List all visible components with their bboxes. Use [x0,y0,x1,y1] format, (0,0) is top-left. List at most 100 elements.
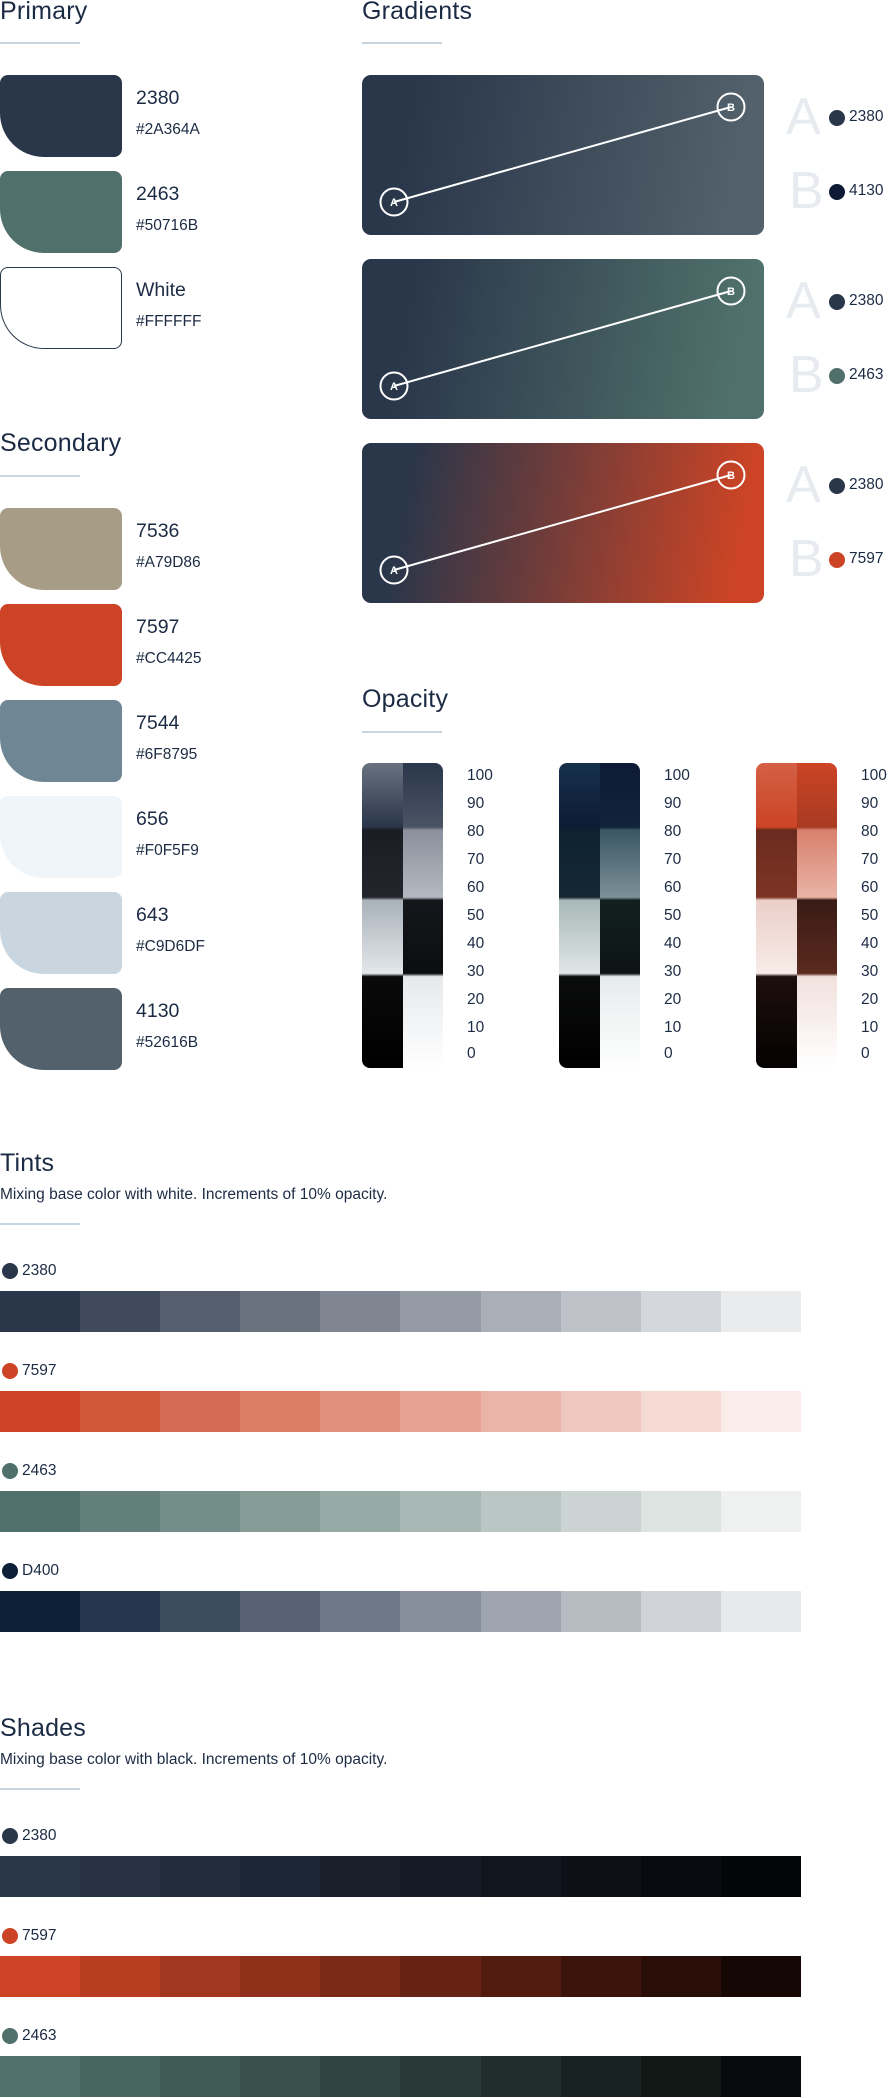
opacity-heading: Opacity [362,685,449,713]
legend-letter-b: B [789,162,824,220]
swatch-hex: #2A364A [136,121,200,138]
opacity-on-light [362,763,403,1068]
legend-dot-b [829,184,845,200]
tint-cell [80,1491,161,1532]
opacity-label: 10 [664,1019,682,1036]
shade-cell [560,1856,641,1897]
opacity-on-dark [402,763,443,1068]
tint-cell [0,1291,81,1332]
gradient-direction-line: AB [379,276,746,401]
gradients-underline [362,42,442,44]
tint-cell [240,1491,321,1532]
shade-cell [0,1956,81,1997]
svg-text:B: B [727,102,735,114]
shade-cell [640,1956,721,1997]
legend-letter-a: A [786,88,821,146]
point-b-marker: B [716,276,746,306]
opacity-label: 20 [861,991,879,1008]
shade-cell [80,1956,161,1997]
color-code: 7597 [22,1362,57,1379]
color-swatch-4130 [0,988,122,1070]
shade-cell [240,1956,321,1997]
tint-cell [720,1391,801,1432]
opacity-column [362,763,443,1068]
tint-cell [640,1291,721,1332]
shades-heading: Shades [0,1714,86,1742]
legend-letter-b: B [789,530,824,588]
shade-cell [0,1856,81,1897]
point-a-marker: A [379,187,409,217]
svg-text:A: A [390,565,398,577]
tint-cell [80,1591,161,1632]
opacity-label: 40 [861,935,879,952]
opacity-label: 0 [861,1045,870,1062]
point-b-marker: B [716,460,746,490]
shade-cell [320,2056,401,2097]
tint-bar [0,1491,801,1532]
color-dot [2,1363,18,1379]
tint-cell [560,1291,641,1332]
tints-heading: Tints [0,1149,55,1177]
shade-cell [480,2056,561,2097]
legend-dot-b [829,552,845,568]
opacity-label: 0 [664,1045,673,1062]
tint-cell [320,1291,401,1332]
swatch-row: 7597 #CC4425 [0,604,320,686]
color-dot [2,1263,18,1279]
swatch-hex: #FFFFFF [136,313,202,330]
svg-text:B: B [727,286,735,298]
legend-code-a: 2380 [849,292,884,309]
secondary-underline [0,475,80,477]
opacity-label: 40 [664,935,682,952]
swatch-hex: #CC4425 [136,650,202,667]
opacity-on-dark [599,763,640,1068]
opacity-column [756,763,837,1068]
color-swatch-656 [0,796,122,878]
shade-cell [320,1956,401,1997]
opacity-label: 20 [467,991,485,1008]
shade-cell [160,1856,241,1897]
bar-title: 7597 [0,1927,200,1945]
tint-cell [320,1391,401,1432]
svg-text:B: B [727,470,735,482]
color-swatch-2380 [0,75,122,157]
gradients-heading: Gradients [362,0,473,25]
swatch-row: 2463 #50716B [0,171,320,253]
opacity-label: 100 [861,767,887,784]
shade-cell [720,1856,801,1897]
opacity-label: 10 [467,1019,485,1036]
swatch-row: 2380 #2A364A [0,75,320,157]
opacity-label: 10 [861,1019,879,1036]
opacity-label: 80 [861,823,879,840]
bar-title: 7597 [0,1362,200,1380]
legend-dot-a [829,478,845,494]
color-dot [2,1828,18,1844]
bar-title: 2380 [0,1262,200,1280]
swatch-row: 7544 #6F8795 [0,700,320,782]
legend-letter-a: A [786,456,821,514]
tint-cell [720,1291,801,1332]
swatch-row: 656 #F0F5F9 [0,796,320,878]
swatch-row: 7536 #A79D86 [0,508,320,590]
shade-cell [320,1856,401,1897]
shade-cell [240,2056,321,2097]
color-code: 2380 [22,1262,57,1279]
color-dot [2,1463,18,1479]
bar-title: 2380 [0,1827,200,1845]
tint-cell [0,1491,81,1532]
opacity-on-light [559,763,600,1068]
gradient-direction-line: AB [379,92,746,217]
opacity-label: 30 [467,963,485,980]
tint-cell [400,1591,481,1632]
primary-underline [0,42,80,44]
gradient-direction-line: AB [379,460,746,585]
legend-letter-a: A [786,272,821,330]
shade-cell [160,1956,241,1997]
tint-cell [0,1391,81,1432]
tint-cell [320,1491,401,1532]
shade-cell [80,1856,161,1897]
legend-dot-a [829,110,845,126]
